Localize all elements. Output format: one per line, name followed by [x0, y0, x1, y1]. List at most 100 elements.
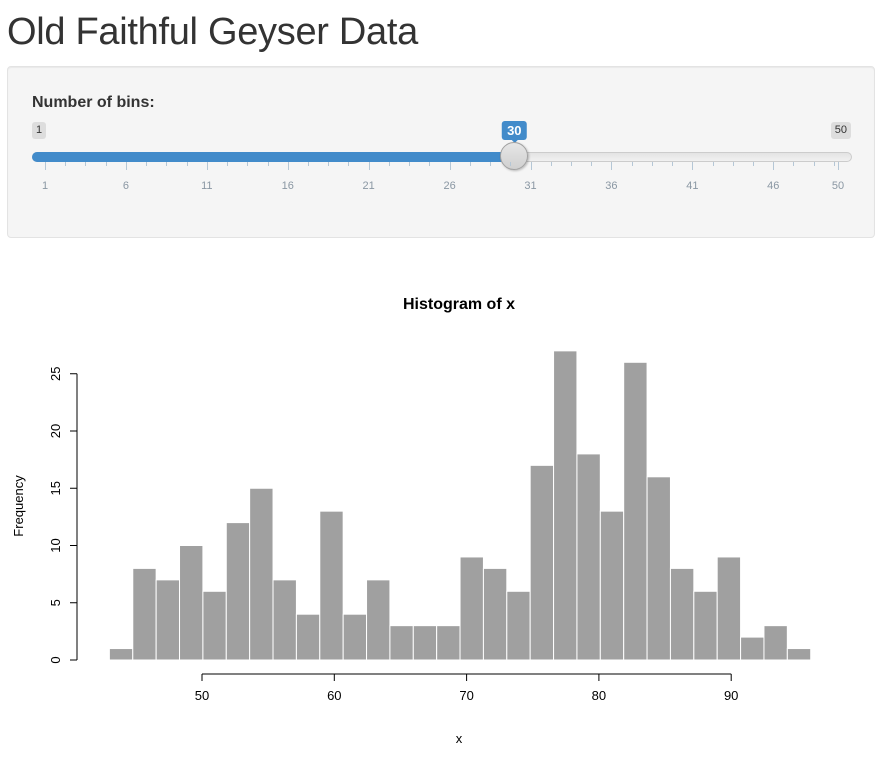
slider-major-tick — [449, 162, 451, 170]
slider-minor-tick — [267, 162, 269, 166]
slider-minor-tick — [166, 162, 168, 166]
bins-slider[interactable]: 1 50 30 1 6 11 16 21 26 31 36 41 46 50 — [8, 67, 874, 237]
slider-tick-label: 16 — [281, 180, 294, 192]
sidebar-panel: Number of bins: 1 50 30 1 6 11 16 21 26 31 36 41… — [7, 66, 875, 238]
slider-tick-label: 26 — [443, 180, 456, 192]
slider-tick-label: 1 — [41, 180, 49, 192]
x-tick-label: 90 — [724, 688, 738, 703]
slider-major-tick — [530, 162, 532, 170]
histogram-bar — [763, 625, 788, 661]
slider-minor-tick — [388, 162, 390, 166]
slider-minor-tick — [85, 162, 87, 166]
slider-tick-label: 46 — [767, 180, 780, 192]
histogram-bar — [786, 648, 812, 661]
slider-tick-label: 41 — [686, 180, 699, 192]
histogram-bar — [529, 464, 555, 661]
histogram-bar — [693, 590, 718, 661]
histogram-bar — [155, 579, 181, 661]
histogram-bar — [295, 613, 321, 661]
histogram-bar — [669, 567, 695, 661]
slider-minor-tick — [227, 162, 229, 166]
histogram-bar — [179, 545, 204, 661]
x-tick-label: 60 — [327, 688, 341, 703]
histogram-bar — [646, 476, 671, 661]
slider-minor-tick — [328, 162, 330, 166]
slider-minor-tick — [732, 162, 734, 166]
histogram-bar — [412, 625, 438, 661]
histogram-bar — [108, 648, 134, 661]
slider-minor-tick — [65, 162, 67, 166]
histogram-bar — [436, 625, 461, 661]
slider-minor-tick — [591, 162, 593, 166]
slider-tick-label: 11 — [201, 180, 213, 192]
histogram-bar — [482, 567, 508, 661]
y-tick-label: 20 — [48, 424, 63, 438]
slider-minor-tick — [307, 162, 309, 166]
x-tick-label: 80 — [592, 688, 606, 703]
x-axis-label: x — [456, 731, 463, 746]
slider-major-tick — [838, 162, 839, 170]
histogram-bar — [272, 579, 297, 661]
page-title: Old Faithful Geyser Data — [7, 11, 418, 53]
y-axis-label: Frequency — [11, 475, 26, 537]
histogram-svg: Histogram of x x Frequency 50 60 70 80 90 0 5… — [11, 296, 812, 746]
histogram-bar — [740, 636, 765, 661]
y-tick-label: 15 — [48, 481, 63, 495]
slider-tick-label: 36 — [605, 180, 618, 192]
histogram-bar — [576, 453, 601, 661]
slider-major-tick — [368, 162, 370, 170]
slider-major-tick — [692, 162, 694, 170]
slider-value-badge: 30 — [502, 121, 527, 143]
slider-minor-tick — [651, 162, 653, 166]
histogram-bar — [459, 556, 484, 661]
slider-minor-tick — [186, 162, 188, 166]
histogram-bar — [553, 350, 578, 661]
histogram-bars — [108, 350, 812, 661]
histogram-bar — [716, 556, 742, 661]
slider-minor-tick — [753, 162, 755, 166]
slider-minor-tick — [833, 162, 835, 166]
slider-minor-tick — [672, 162, 674, 166]
slider-minor-tick — [510, 162, 512, 166]
bins-label: Number of bins: — [32, 94, 155, 111]
slider-max-label: 50 — [830, 122, 851, 139]
slider-minor-tick — [409, 162, 411, 166]
slider-fill — [32, 152, 515, 162]
slider-min-label: 1 — [32, 122, 47, 139]
slider-minor-tick — [712, 162, 714, 166]
slider-major-tick — [287, 162, 289, 170]
slider-minor-tick — [490, 162, 492, 166]
slider-minor-tick — [348, 162, 350, 166]
slider-minor-tick — [813, 162, 815, 166]
histogram-bar — [389, 625, 414, 661]
slider-minor-tick — [469, 162, 471, 166]
slider-tick-label: 31 — [524, 180, 537, 192]
histogram-bar — [506, 590, 531, 661]
slider-minor-tick — [247, 162, 249, 166]
slider-major-tick — [206, 162, 208, 170]
slider-minor-tick — [550, 162, 552, 166]
slider-minor-tick — [105, 162, 107, 166]
slider-handle[interactable] — [500, 142, 529, 170]
y-tick-label: 25 — [48, 367, 63, 381]
histogram-bar — [319, 510, 344, 661]
y-tick-label: 10 — [48, 538, 63, 552]
histogram-bar — [623, 361, 648, 661]
histogram-bar — [249, 487, 274, 661]
x-tick-label: 50 — [195, 688, 209, 703]
histogram-bar — [132, 567, 157, 661]
slider-major-tick — [125, 162, 127, 170]
slider-minor-tick — [429, 162, 431, 166]
histogram-bar — [342, 613, 368, 661]
chart-title: Histogram of x — [403, 296, 515, 313]
histogram-bar — [366, 579, 391, 661]
histogram-plot: Histogram of x x Frequency 50 60 70 80 90 0 5… — [0, 280, 891, 760]
y-tick-label: 5 — [48, 599, 63, 606]
slider-minor-tick — [793, 162, 795, 166]
slider-minor-tick — [146, 162, 148, 166]
slider-minor-tick — [631, 162, 633, 166]
slider-tick-label: 6 — [122, 180, 129, 192]
histogram-bar — [225, 522, 251, 661]
x-axis: 50 60 70 80 90 — [195, 673, 738, 703]
y-tick-label: 0 — [48, 656, 63, 663]
